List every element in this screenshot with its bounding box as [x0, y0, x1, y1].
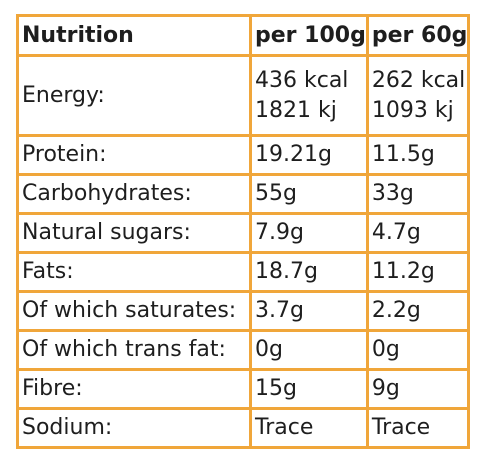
energy-kcal-per-100g: 436 kcal — [255, 67, 349, 93]
nutrient-label: Of which trans fat: — [16, 329, 252, 371]
table-row: Carbohydrates: 55g 33g — [16, 173, 471, 215]
nutrient-label: Energy: — [16, 54, 252, 137]
value-per-100g: 7.9g — [249, 212, 369, 254]
energy-kj-per-100g: 1821 kj — [255, 97, 337, 123]
table-row-energy: Energy: 436 kcal 1821 kj 262 kcal 1093 k… — [16, 54, 471, 137]
header-per-100g: per 100g — [249, 14, 369, 57]
energy-kj-per-60g: 1093 kj — [371, 97, 454, 123]
value-per-60g: 11.5g — [365, 134, 471, 176]
value-per-60g: 11.2g — [365, 251, 471, 293]
energy-per-60g-cell: 262 kcal 1093 kj — [365, 54, 471, 137]
nutrient-label: Natural sugars: — [16, 212, 252, 254]
nutrient-label: Fats: — [16, 251, 252, 293]
header-row: Nutrition per 100g per 60g — [16, 14, 471, 57]
table-row: Natural sugars: 7.9g 4.7g — [16, 212, 471, 254]
value-per-60g: 2.2g — [365, 290, 471, 332]
table-row: Of which saturates: 3.7g 2.2g — [16, 290, 471, 332]
table-row: Of which trans fat: 0g 0g — [16, 329, 471, 371]
energy-per-100g-cell: 436 kcal 1821 kj — [249, 54, 369, 137]
nutrient-label: Fibre: — [16, 368, 252, 410]
header-per-60g: per 60g — [365, 14, 471, 57]
value-per-100g: 55g — [249, 173, 369, 215]
value-per-100g: Trace — [249, 407, 369, 449]
table-row: Sodium: Trace Trace — [16, 407, 471, 449]
nutrient-label: Protein: — [16, 134, 252, 176]
value-per-60g: 9g — [365, 368, 471, 410]
nutrient-label: Of which saturates: — [16, 290, 252, 332]
nutrition-table: Nutrition per 100g per 60g Energy: 436 k… — [16, 14, 471, 449]
value-per-60g: 4.7g — [365, 212, 471, 254]
value-per-100g: 3.7g — [249, 290, 369, 332]
table-row: Protein: 19.21g 11.5g — [16, 134, 471, 176]
energy-kcal-per-60g: 262 kcal — [371, 67, 466, 93]
table-row: Fibre: 15g 9g — [16, 368, 471, 410]
value-per-60g: Trace — [365, 407, 471, 449]
value-per-60g: 0g — [365, 329, 471, 371]
nutrient-label: Carbohydrates: — [16, 173, 252, 215]
value-per-100g: 15g — [249, 368, 369, 410]
header-nutrition: Nutrition — [16, 14, 252, 57]
value-per-60g: 33g — [365, 173, 471, 215]
value-per-100g: 18.7g — [249, 251, 369, 293]
table-row: Fats: 18.7g 11.2g — [16, 251, 471, 293]
value-per-100g: 19.21g — [249, 134, 369, 176]
nutrient-label: Sodium: — [16, 407, 252, 449]
value-per-100g: 0g — [249, 329, 369, 371]
